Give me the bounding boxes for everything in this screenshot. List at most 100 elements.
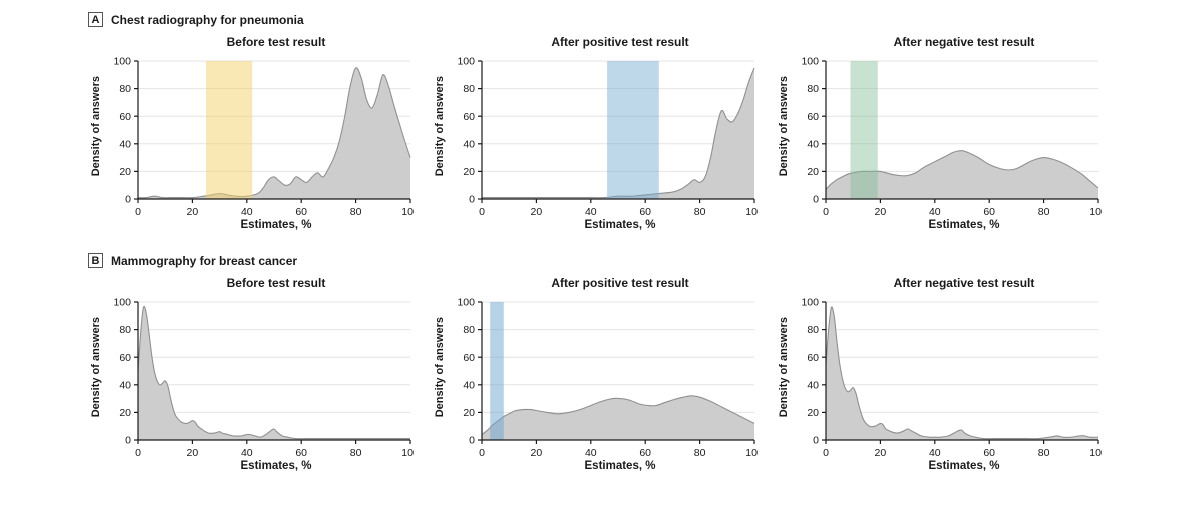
- svg-text:80: 80: [807, 83, 819, 95]
- svg-text:60: 60: [639, 447, 651, 459]
- density-chart: 00 20 20 40 40 60 60 80 80 100 100: [801, 56, 1102, 218]
- y-axis-label-wrap: Density of answers: [88, 294, 104, 462]
- svg-text:20: 20: [187, 206, 199, 218]
- svg-text:60: 60: [639, 206, 651, 218]
- plot-row: Density of answers 0 0 20 20 40 40 60 60 80 80 100…: [432, 294, 758, 462]
- svg-text:100: 100: [457, 297, 475, 309]
- svg-text:100: 100: [401, 206, 414, 218]
- svg-text:0: 0: [813, 435, 819, 447]
- svg-text:100: 100: [745, 206, 758, 218]
- svg-text:40: 40: [119, 379, 131, 391]
- svg-text:60: 60: [807, 111, 819, 123]
- svg-text:80: 80: [350, 206, 362, 218]
- svg-text:0: 0: [479, 206, 485, 218]
- svg-text:60: 60: [807, 352, 819, 364]
- svg-text:100: 100: [401, 447, 414, 459]
- svg-text:40: 40: [463, 138, 475, 150]
- svg-text:60: 60: [463, 111, 475, 123]
- density-chart: 00 20 20 40 40 60 60 80 80 100 100: [113, 56, 414, 218]
- svg-text:20: 20: [807, 407, 819, 419]
- svg-text:60: 60: [983, 206, 995, 218]
- density-panel: After positive test result Density of an…: [432, 276, 758, 472]
- density-chart: 00 20 20 40 40 60 60 80 80 100 100: [801, 297, 1102, 459]
- svg-text:100: 100: [113, 56, 131, 68]
- svg-text:40: 40: [929, 447, 941, 459]
- svg-text:20: 20: [187, 447, 199, 459]
- density-panel: After negative test result Density of an…: [776, 35, 1102, 231]
- y-axis-label-wrap: Density of answers: [776, 294, 792, 462]
- svg-text:20: 20: [119, 407, 131, 419]
- y-axis-label: Density of answers: [90, 316, 102, 418]
- section-b-header: B Mammography for breast cancer: [88, 253, 1194, 268]
- y-axis-label: Density of answers: [90, 75, 102, 177]
- svg-text:60: 60: [983, 447, 995, 459]
- svg-text:80: 80: [463, 83, 475, 95]
- svg-text:40: 40: [241, 447, 253, 459]
- panel-title: After negative test result: [893, 35, 1035, 49]
- panel-title: After positive test result: [551, 35, 689, 49]
- plot-row: Density of answers 0 0 20 20 40 40 60 60 80 80 100…: [88, 53, 414, 221]
- figure: A Chest radiography for pneumonia Before…: [88, 12, 1194, 472]
- plot-row: Density of answers 0 0 20 20 40 40 60 60 80 80 100…: [88, 294, 414, 462]
- svg-text:80: 80: [807, 324, 819, 336]
- svg-text:80: 80: [350, 447, 362, 459]
- svg-text:20: 20: [531, 447, 543, 459]
- svg-text:20: 20: [875, 206, 887, 218]
- svg-text:0: 0: [125, 435, 131, 447]
- x-axis-label: Estimates, %: [584, 219, 656, 231]
- svg-text:100: 100: [1089, 447, 1102, 459]
- svg-text:100: 100: [801, 297, 819, 309]
- svg-text:60: 60: [295, 206, 307, 218]
- section-title: Chest radiography for pneumonia: [111, 12, 304, 27]
- svg-text:20: 20: [463, 407, 475, 419]
- section-badge: A: [88, 12, 103, 27]
- svg-text:0: 0: [823, 206, 829, 218]
- svg-text:80: 80: [1038, 206, 1050, 218]
- section-b: B Mammography for breast cancer Before t…: [88, 253, 1194, 472]
- density-chart: 00 20 20 40 40 60 60 80 80 100 100: [457, 297, 758, 459]
- svg-text:40: 40: [585, 447, 597, 459]
- svg-text:20: 20: [119, 166, 131, 178]
- svg-text:60: 60: [119, 111, 131, 123]
- x-axis-label: Estimates, %: [240, 460, 312, 472]
- section-badge: B: [88, 253, 103, 268]
- svg-text:0: 0: [125, 194, 131, 206]
- svg-text:100: 100: [1089, 206, 1102, 218]
- svg-text:80: 80: [694, 206, 706, 218]
- svg-text:20: 20: [463, 166, 475, 178]
- section-a-header: A Chest radiography for pneumonia: [88, 12, 1194, 27]
- svg-text:0: 0: [135, 206, 141, 218]
- svg-text:20: 20: [807, 166, 819, 178]
- svg-text:40: 40: [241, 206, 253, 218]
- svg-text:100: 100: [801, 56, 819, 68]
- section-title: Mammography for breast cancer: [111, 253, 298, 268]
- y-axis-label: Density of answers: [434, 75, 446, 177]
- x-axis-label: Estimates, %: [584, 460, 656, 472]
- svg-text:100: 100: [745, 447, 758, 459]
- svg-text:40: 40: [807, 138, 819, 150]
- svg-text:0: 0: [823, 447, 829, 459]
- svg-text:0: 0: [469, 435, 475, 447]
- y-axis-label-wrap: Density of answers: [432, 53, 448, 221]
- panel-title: After positive test result: [551, 276, 689, 290]
- svg-text:40: 40: [585, 206, 597, 218]
- svg-text:100: 100: [113, 297, 131, 309]
- section-a: A Chest radiography for pneumonia Before…: [88, 12, 1194, 231]
- y-axis-label: Density of answers: [434, 316, 446, 418]
- svg-text:100: 100: [457, 56, 475, 68]
- svg-text:60: 60: [119, 352, 131, 364]
- svg-text:40: 40: [807, 379, 819, 391]
- plot-row: Density of answers 0 0 20 20 40 40 60 60 80 80 100…: [776, 294, 1102, 462]
- svg-text:0: 0: [135, 447, 141, 459]
- x-axis-label: Estimates, %: [928, 219, 1000, 231]
- svg-text:80: 80: [1038, 447, 1050, 459]
- svg-text:40: 40: [929, 206, 941, 218]
- density-chart: 00 20 20 40 40 60 60 80 80 100 100: [457, 56, 758, 218]
- y-axis-label-wrap: Density of answers: [776, 53, 792, 221]
- svg-text:80: 80: [463, 324, 475, 336]
- svg-text:0: 0: [469, 194, 475, 206]
- svg-text:40: 40: [463, 379, 475, 391]
- y-axis-label: Density of answers: [778, 316, 790, 418]
